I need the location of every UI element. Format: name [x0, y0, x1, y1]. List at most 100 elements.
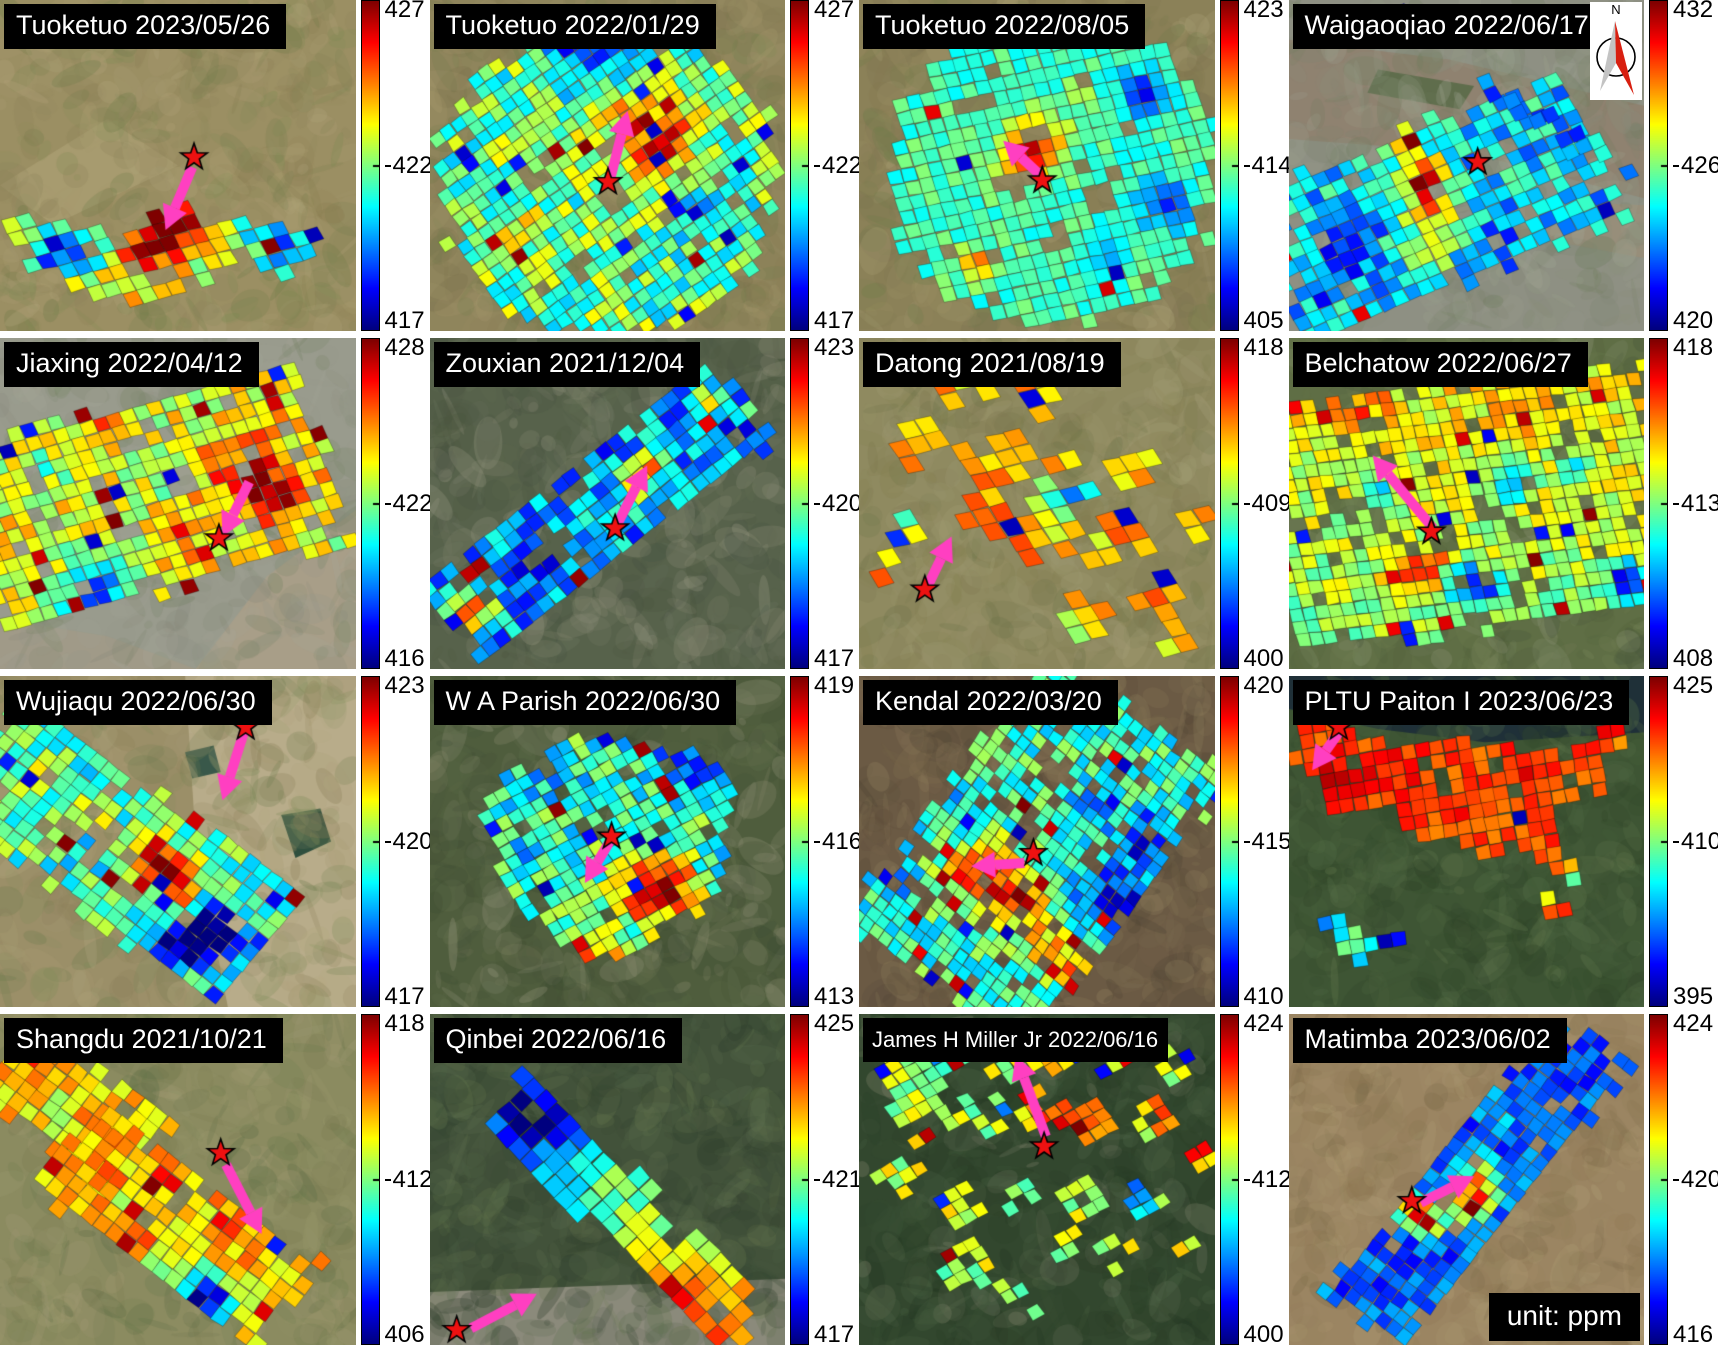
map-panel: Waigaoqiao 2022/06/17 N unit: ppm: [1289, 0, 1645, 331]
panel-cell: Kendal 2022/03/20 N unit: ppm 420 415 41…: [859, 676, 1289, 1007]
panel-title: W A Parish 2022/06/30: [434, 680, 737, 725]
satellite-map-canvas: [1289, 338, 1645, 669]
panel-title: Matimba 2023/06/02: [1293, 1018, 1567, 1063]
satellite-map-canvas: [859, 0, 1215, 331]
colorbar-mid-label: 422: [385, 490, 433, 518]
colorbar-max-label: 418: [385, 1010, 425, 1038]
map-panel: Kendal 2022/03/20 N unit: ppm: [859, 676, 1215, 1007]
panel-title: PLTU Paiton I 2023/06/23: [1293, 680, 1630, 725]
panel-cell: Tuoketuo 2023/05/26 N unit: ppm 427 422 …: [0, 0, 430, 331]
colorbar-mid-label: 422: [814, 152, 862, 180]
colorbar-ticks: 423 420 417: [380, 676, 430, 1007]
colorbar-ticks: 427 422 417: [380, 0, 430, 331]
satellite-map-canvas: [430, 0, 786, 331]
panel-title: Shangdu 2021/10/21: [4, 1018, 283, 1063]
colorbar-mid-label: 410: [1673, 828, 1718, 856]
colorbar-mid-label: 420: [385, 828, 433, 856]
colorbar: [1649, 0, 1668, 331]
panel-cell: Qinbei 2022/06/16 N unit: ppm 425 421 41…: [430, 1014, 860, 1345]
colorbar-min-label: 417: [814, 307, 854, 335]
colorbar-ticks: 425 410 395: [1668, 676, 1718, 1007]
panel-title: Belchatow 2022/06/27: [1293, 342, 1588, 387]
map-panel: Wujiaqu 2022/06/30 N unit: ppm: [0, 676, 356, 1007]
panel-title: Tuoketuo 2022/01/29: [434, 4, 716, 49]
colorbar: [361, 338, 380, 669]
colorbar-mid-label: 412: [1244, 1166, 1292, 1194]
colorbar: [361, 0, 380, 331]
colorbar-min-label: 405: [1244, 307, 1284, 335]
colorbar-min-label: 413: [814, 983, 854, 1011]
colorbar-mid-label: 414: [1244, 152, 1292, 180]
map-panel: Tuoketuo 2022/01/29 N unit: ppm: [430, 0, 786, 331]
colorbar-ticks: 428 422 416: [380, 338, 430, 669]
colorbar: [790, 0, 809, 331]
colorbar-ticks: 427 422 417: [809, 0, 859, 331]
panel-cell: Shangdu 2021/10/21 N unit: ppm 418 412 4…: [0, 1014, 430, 1345]
unit-label: unit: ppm: [1489, 1293, 1640, 1341]
colorbar: [1220, 338, 1239, 669]
colorbar-max-label: 423: [1244, 0, 1284, 24]
colorbar-mid-label: 409: [1244, 490, 1292, 518]
colorbar-mid-label: 420: [814, 490, 862, 518]
panel-title: Zouxian 2021/12/04: [434, 342, 701, 387]
colorbar-mid-label: 416: [814, 828, 862, 856]
colorbar-mid-label: 426: [1673, 152, 1718, 180]
colorbar-max-label: 428: [385, 334, 425, 362]
colorbar: [361, 1014, 380, 1345]
colorbar-max-label: 423: [814, 334, 854, 362]
compass-north-label: N: [1590, 2, 1642, 17]
colorbar-max-label: 418: [1673, 334, 1713, 362]
colorbar-ticks: 418 409 400: [1239, 338, 1289, 669]
colorbar-mid-label: 415: [1244, 828, 1292, 856]
colorbar: [1220, 676, 1239, 1007]
colorbar-max-label: 425: [1673, 672, 1713, 700]
map-panel: Tuoketuo 2022/08/05 N unit: ppm: [859, 0, 1215, 331]
panel-title: Kendal 2022/03/20: [863, 680, 1118, 725]
colorbar: [361, 676, 380, 1007]
colorbar-min-label: 416: [385, 645, 425, 673]
panel-title: James H Miller Jr 2022/06/16: [863, 1018, 1168, 1062]
panel-title: Tuoketuo 2023/05/26: [4, 4, 286, 49]
colorbar-max-label: 420: [1244, 672, 1284, 700]
colorbar-max-label: 419: [814, 672, 854, 700]
map-panel: Belchatow 2022/06/27 N unit: ppm: [1289, 338, 1645, 669]
colorbar-mid-label: 422: [385, 152, 433, 180]
colorbar: [1220, 1014, 1239, 1345]
colorbar: [1649, 1014, 1668, 1345]
colorbar-mid-label: 412: [385, 1166, 433, 1194]
colorbar: [790, 338, 809, 669]
colorbar: [1649, 676, 1668, 1007]
colorbar-ticks: 424 420 416: [1668, 1014, 1718, 1345]
panel-title: Tuoketuo 2022/08/05: [863, 4, 1145, 49]
colorbar-ticks: 425 421 417: [809, 1014, 859, 1345]
satellite-map-canvas: [0, 338, 356, 669]
panel-cell: Wujiaqu 2022/06/30 N unit: ppm 423 420 4…: [0, 676, 430, 1007]
colorbar: [1649, 338, 1668, 669]
colorbar-max-label: 418: [1244, 334, 1284, 362]
colorbar-min-label: 395: [1673, 983, 1713, 1011]
map-panel: Shangdu 2021/10/21 N unit: ppm: [0, 1014, 356, 1345]
colorbar-ticks: 418 412 406: [380, 1014, 430, 1345]
satellite-map-canvas: [430, 1014, 786, 1345]
panel-cell: W A Parish 2022/06/30 N unit: ppm 419 41…: [430, 676, 860, 1007]
colorbar-max-label: 427: [814, 0, 854, 24]
colorbar-mid-label: 420: [1673, 1166, 1718, 1194]
map-panel: Tuoketuo 2023/05/26 N unit: ppm: [0, 0, 356, 331]
panel-cell: Matimba 2023/06/02 N unit: ppm 424 420 4…: [1289, 1014, 1718, 1345]
satellite-map-canvas: [859, 1014, 1215, 1345]
colorbar: [1220, 0, 1239, 331]
colorbar-ticks: 420 415 410: [1239, 676, 1289, 1007]
colorbar-min-label: 400: [1244, 645, 1284, 673]
map-panel: Datong 2021/08/19 N unit: ppm: [859, 338, 1215, 669]
compass-needle-icon: [1590, 17, 1642, 97]
satellite-map-canvas: [430, 338, 786, 669]
colorbar-ticks: 432 426 420: [1668, 0, 1718, 331]
panel-title: Jiaxing 2022/04/12: [4, 342, 259, 387]
colorbar-max-label: 432: [1673, 0, 1713, 24]
map-panel: Zouxian 2021/12/04 N unit: ppm: [430, 338, 786, 669]
colorbar: [790, 1014, 809, 1345]
map-panel: Qinbei 2022/06/16 N unit: ppm: [430, 1014, 786, 1345]
colorbar-min-label: 410: [1244, 983, 1284, 1011]
colorbar-ticks: 424 412 400: [1239, 1014, 1289, 1345]
